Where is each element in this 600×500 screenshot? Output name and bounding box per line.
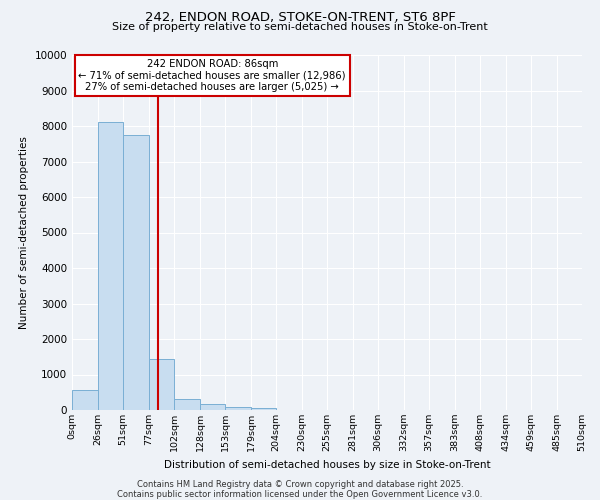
Text: 242 ENDON ROAD: 86sqm
← 71% of semi-detached houses are smaller (12,986)
27% of : 242 ENDON ROAD: 86sqm ← 71% of semi-deta… [79,58,346,92]
Y-axis label: Number of semi-detached properties: Number of semi-detached properties [19,136,29,329]
Text: 242, ENDON ROAD, STOKE-ON-TRENT, ST6 8PF: 242, ENDON ROAD, STOKE-ON-TRENT, ST6 8PF [145,11,455,24]
Bar [174,398,200,410]
Text: Size of property relative to semi-detached houses in Stoke-on-Trent: Size of property relative to semi-detach… [112,22,488,32]
Bar [251,408,276,410]
Bar [98,122,123,410]
Text: Contains HM Land Registry data © Crown copyright and database right 2025.
Contai: Contains HM Land Registry data © Crown c… [118,480,482,499]
Bar [200,404,225,410]
Bar [123,135,149,410]
Bar [225,407,251,410]
Bar [149,358,174,410]
X-axis label: Distribution of semi-detached houses by size in Stoke-on-Trent: Distribution of semi-detached houses by … [164,460,490,469]
Bar [72,390,98,410]
